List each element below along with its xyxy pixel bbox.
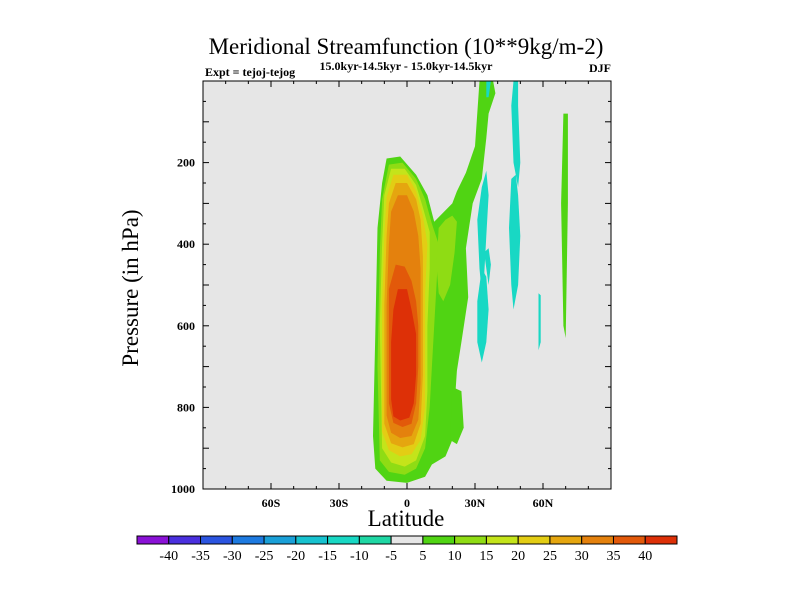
chart-subtitle-right: DJF [589, 61, 611, 75]
y-axis-label: Pressure (in hPa) [118, 209, 143, 366]
colorbar-label: -30 [223, 549, 242, 564]
colorbar-label: 15 [479, 549, 493, 564]
colorbar-swatch [517, 535, 551, 545]
colorbar-swatch [263, 535, 297, 545]
colorbar-label: -5 [385, 549, 397, 564]
colorbar-label: -40 [159, 549, 178, 564]
colorbar-swatch [136, 535, 170, 545]
contour-band-neg5 [509, 174, 521, 310]
colorbar-label: -35 [191, 549, 210, 564]
contour-fields [373, 81, 568, 483]
colorbar-swatch [454, 535, 487, 545]
colorbar-label: 10 [448, 549, 462, 564]
colorbar-label: 20 [511, 549, 525, 564]
colorbar-label: -25 [255, 549, 274, 564]
y-tick-label: 800 [177, 400, 195, 414]
contour-band-neg5 [486, 81, 491, 98]
y-tick-label: 1000 [171, 482, 195, 496]
colorbar-label: 25 [543, 549, 557, 564]
y-tick-label: 600 [177, 319, 195, 333]
x-tick-label: 30N [465, 496, 486, 510]
colorbar-label: 30 [575, 549, 589, 564]
contour-band-neg5 [538, 293, 541, 351]
colorbar-label: 40 [638, 549, 652, 564]
contour-band-10 [436, 215, 457, 302]
colorbar-swatch [485, 535, 519, 545]
colorbar-swatch [231, 535, 265, 545]
colorbar-swatch [168, 535, 202, 545]
colorbar-swatch [644, 535, 678, 545]
colorbar-label: -20 [286, 549, 305, 564]
chart-subtitle-left: Expt = tejoj-tejog [205, 65, 295, 79]
contour-band-neg5 [511, 81, 521, 188]
colorbar: -40 -35 -30 -25 -20 -15 -10 -5 5 10 15 20 25 30 35 40 [136, 535, 678, 564]
colorbar-swatch [295, 535, 329, 545]
colorbar-swatch [200, 535, 233, 545]
colorbar-label: 35 [606, 549, 620, 564]
colorbar-swatch [581, 535, 614, 545]
colorbar-swatch [422, 535, 456, 545]
colorbar-swatch [612, 535, 646, 545]
contour-band-neg5 [477, 268, 489, 363]
y-tick-label: 200 [177, 156, 195, 170]
x-axis-label: Latitude [368, 506, 445, 531]
colorbar-label: -10 [350, 549, 369, 564]
colorbar-swatch [327, 535, 360, 545]
colorbar-swatch [390, 535, 424, 545]
colorbar-swatch [549, 535, 583, 545]
plot-area [202, 80, 612, 490]
contour-band-5 [450, 387, 464, 445]
y-tick-label: 400 [177, 237, 195, 251]
x-tick-label: 30S [330, 496, 349, 510]
colorbar-swatch [358, 535, 392, 545]
colorbar-label: 5 [419, 549, 426, 564]
x-tick-label: 60N [533, 496, 554, 510]
contour-band-neg5 [484, 248, 491, 285]
contour-band-neg5 [477, 170, 489, 294]
contour-band-5 [561, 113, 568, 338]
y-axis: 200 400 600 800 1000 [171, 100, 611, 496]
chart-title: Meridional Streamfunction (10**9kg/m-2) [209, 34, 604, 59]
contour-band-40 [391, 289, 417, 421]
chart-subtitle-center: 15.0kyr-14.5kyr - 15.0kyr-14.5kyr [320, 59, 494, 73]
x-axis: 60S 30S 0 30N 60N [225, 81, 589, 510]
x-tick-label: 60S [262, 496, 281, 510]
colorbar-label: -15 [318, 549, 337, 564]
x-tick-label: 0 [404, 496, 410, 510]
